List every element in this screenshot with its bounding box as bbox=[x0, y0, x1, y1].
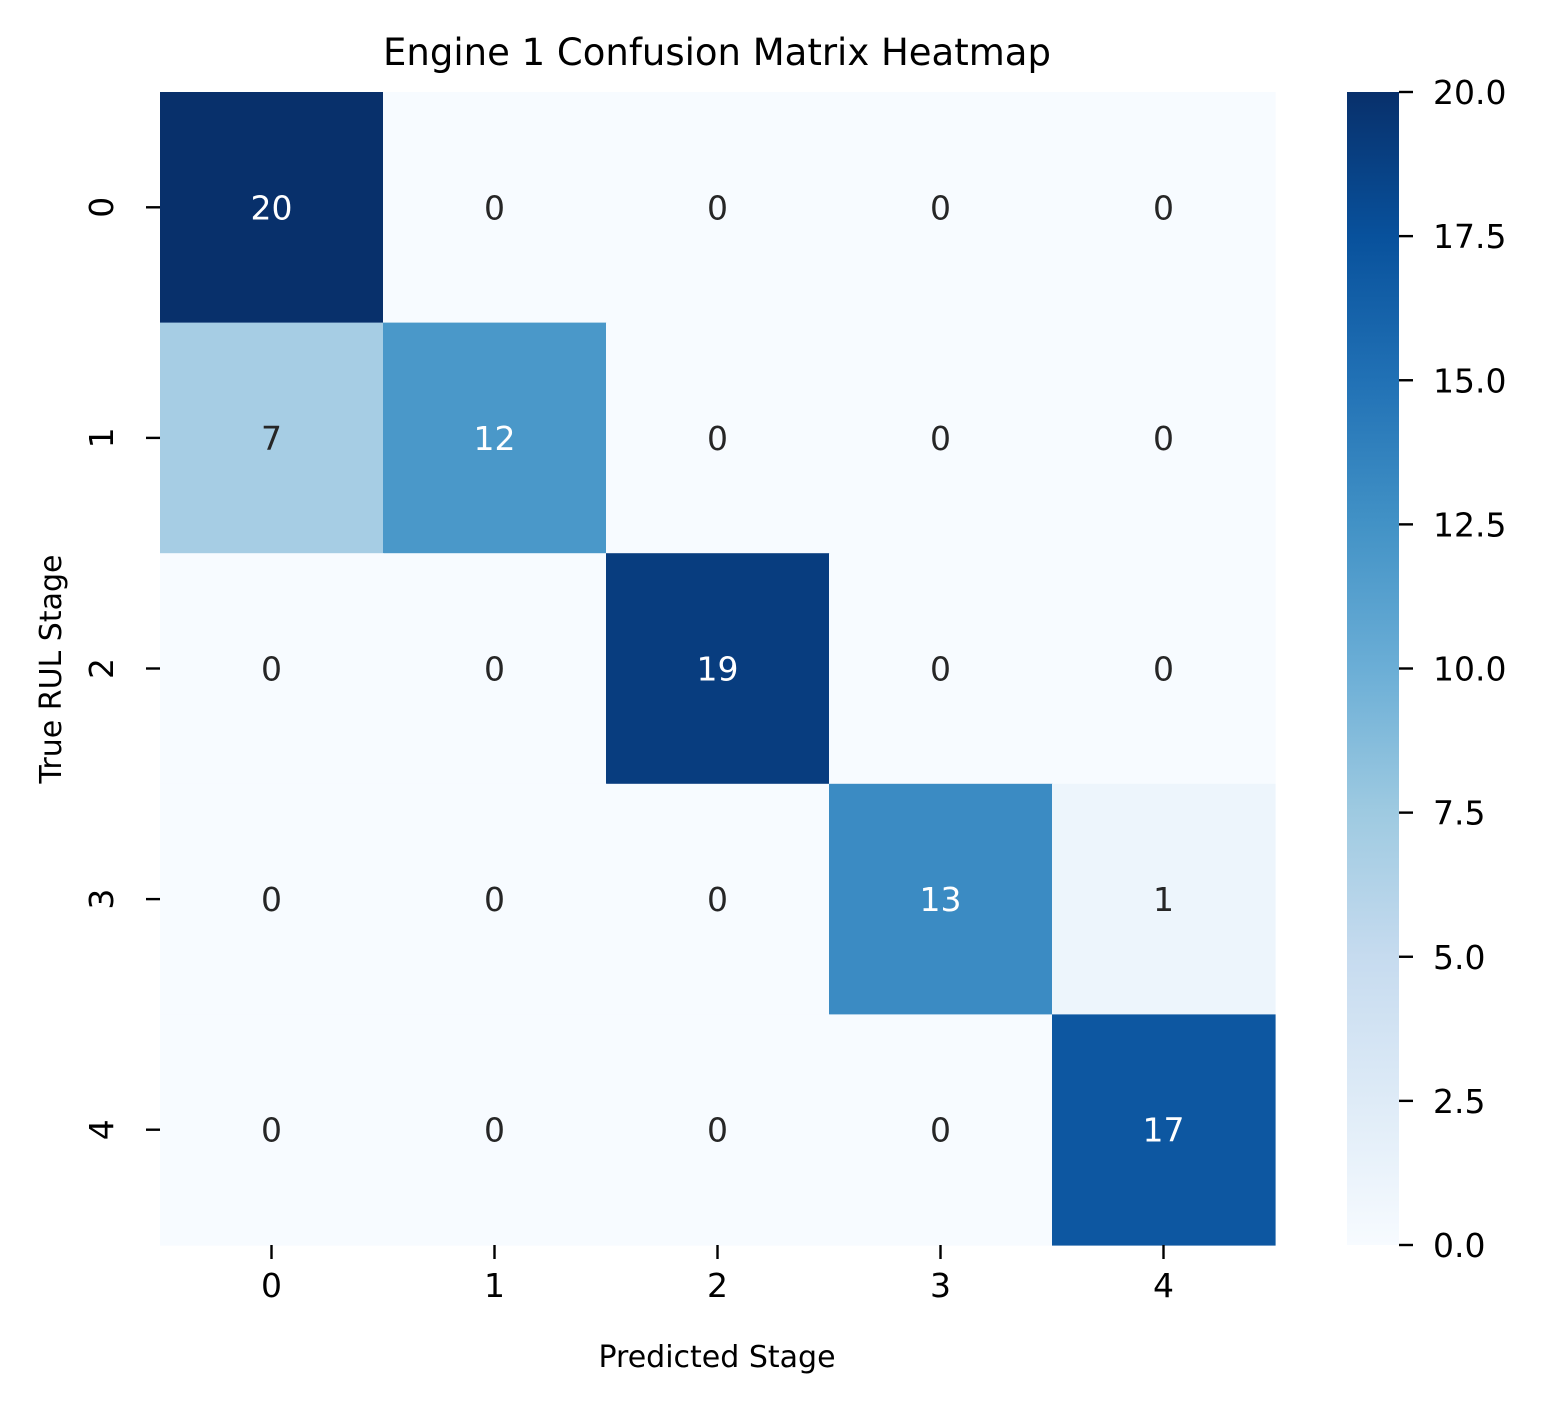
cell-value-0-0: 20 bbox=[251, 188, 293, 227]
cell-value-2-0: 0 bbox=[261, 650, 282, 689]
cell-value-3-1: 0 bbox=[484, 880, 505, 919]
cell-value-3-0: 0 bbox=[261, 880, 282, 919]
y-tick-label-4: 4 bbox=[82, 1119, 121, 1140]
cell-value-1-2: 0 bbox=[707, 419, 728, 458]
heatmap-cell-3-0 bbox=[160, 783, 384, 1015]
heatmap-cell-0-4 bbox=[1052, 92, 1276, 324]
cell-value-4-4: 17 bbox=[1143, 1111, 1185, 1150]
heatmap-cell-4-0 bbox=[160, 1014, 384, 1246]
heatmap-cell-3-1 bbox=[383, 783, 607, 1015]
y-tick-label-3: 3 bbox=[82, 889, 121, 910]
cell-value-2-3: 0 bbox=[930, 650, 951, 689]
heatmap-cell-4-4 bbox=[1052, 1014, 1276, 1246]
heatmap-cell-0-0 bbox=[160, 92, 384, 324]
heatmap-cell-3-3 bbox=[829, 783, 1053, 1015]
cell-value-1-4: 0 bbox=[1153, 419, 1174, 458]
y-axis-label: True RUL Stage bbox=[34, 555, 69, 785]
cell-value-4-0: 0 bbox=[261, 1111, 282, 1150]
cell-value-3-4: 1 bbox=[1153, 880, 1174, 919]
y-tick-label-1: 1 bbox=[82, 427, 121, 448]
colorbar-ticks: 0.0 2.5 5.0 7.5 10.0 12.5 15.0 17.5 20.0 bbox=[1399, 73, 1506, 1265]
heatmap-cell-2-1 bbox=[383, 553, 607, 785]
heatmap-cell-4-2 bbox=[606, 1014, 830, 1246]
colorbar-tick-label-0: 0.0 bbox=[1433, 1226, 1485, 1265]
x-axis: 0 1 2 3 4 bbox=[261, 1245, 1174, 1305]
x-tick-label-4: 4 bbox=[1153, 1266, 1174, 1305]
heatmap-cell-1-2 bbox=[606, 322, 830, 554]
heatmap-cell-1-3 bbox=[829, 322, 1053, 554]
cell-value-4-2: 0 bbox=[707, 1111, 728, 1150]
x-tick-label-2: 2 bbox=[707, 1266, 728, 1305]
heatmap-cell-4-1 bbox=[383, 1014, 607, 1246]
heatmap-cell-0-1 bbox=[383, 92, 607, 324]
cell-value-0-4: 0 bbox=[1153, 188, 1174, 227]
colorbar-tick-label-1: 2.5 bbox=[1433, 1082, 1485, 1121]
cell-value-3-3: 13 bbox=[920, 880, 962, 919]
heatmap-cell-0-2 bbox=[606, 92, 830, 324]
x-tick-label-0: 0 bbox=[261, 1266, 282, 1305]
cell-value-1-0: 7 bbox=[261, 419, 282, 458]
colorbar-tick-label-4: 10.0 bbox=[1433, 650, 1506, 689]
colorbar-tick-label-5: 12.5 bbox=[1433, 505, 1506, 544]
cell-value-0-1: 0 bbox=[484, 188, 505, 227]
y-axis: 0 1 2 3 4 bbox=[82, 197, 160, 1140]
cell-value-2-1: 0 bbox=[484, 650, 505, 689]
cell-value-3-2: 0 bbox=[707, 880, 728, 919]
cell-value-1-1: 12 bbox=[474, 419, 516, 458]
x-tick-label-3: 3 bbox=[930, 1266, 951, 1305]
colorbar bbox=[1347, 92, 1399, 1245]
cell-value-2-4: 0 bbox=[1153, 650, 1174, 689]
cell-annotations: 20 0 0 0 0 7 12 0 0 0 0 0 19 0 0 0 0 0 13 1 0 0 0 0 17 bbox=[251, 188, 1185, 1149]
cell-value-2-2: 19 bbox=[697, 650, 739, 689]
heatmap-cell-1-1 bbox=[383, 322, 607, 554]
heatmap-cell-2-0 bbox=[160, 553, 384, 785]
heatmap-cell-0-3 bbox=[829, 92, 1053, 324]
x-axis-label: Predicted Stage bbox=[598, 1340, 835, 1375]
cell-value-0-2: 0 bbox=[707, 188, 728, 227]
heatmap-cell-1-0 bbox=[160, 322, 384, 554]
cell-value-1-3: 0 bbox=[930, 419, 951, 458]
x-tick-label-1: 1 bbox=[484, 1266, 505, 1305]
colorbar-tick-label-7: 17.5 bbox=[1433, 217, 1506, 256]
heatmap-cell-4-3 bbox=[829, 1014, 1053, 1246]
heatmap-cell-3-2 bbox=[606, 783, 830, 1015]
y-tick-label-0: 0 bbox=[82, 197, 121, 218]
colorbar-tick-label-6: 15.0 bbox=[1433, 361, 1506, 400]
cell-value-0-3: 0 bbox=[930, 188, 951, 227]
heatmap-cells bbox=[160, 92, 1276, 1246]
y-tick-label-2: 2 bbox=[82, 658, 121, 679]
chart-title: Engine 1 Confusion Matrix Heatmap bbox=[383, 31, 1051, 74]
heatmap-cell-3-4 bbox=[1052, 783, 1276, 1015]
colorbar-tick-label-2: 5.0 bbox=[1433, 938, 1485, 977]
colorbar-tick-label-8: 20.0 bbox=[1433, 73, 1506, 112]
heatmap-cell-1-4 bbox=[1052, 322, 1276, 554]
heatmap-cell-2-2 bbox=[606, 553, 830, 785]
heatmap-cell-2-3 bbox=[829, 553, 1053, 785]
colorbar-tick-label-3: 7.5 bbox=[1433, 794, 1485, 833]
cell-value-4-1: 0 bbox=[484, 1111, 505, 1150]
heatmap-cell-2-4 bbox=[1052, 553, 1276, 785]
cell-value-4-3: 0 bbox=[930, 1111, 951, 1150]
